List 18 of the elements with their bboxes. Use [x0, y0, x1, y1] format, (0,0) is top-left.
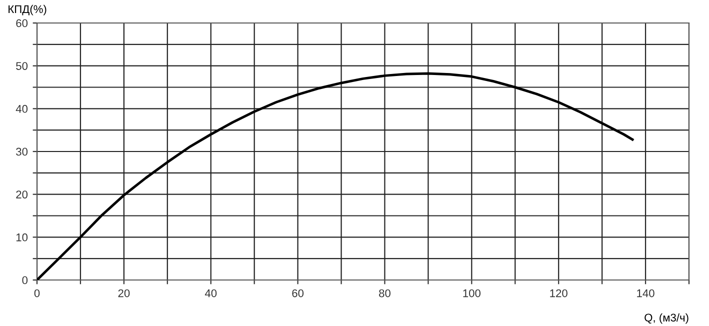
x-axis-title: Q, (м3/ч): [644, 313, 688, 324]
x-tick-label: 60: [292, 289, 304, 298]
y-tick-label: 50: [16, 62, 28, 70]
x-tick-label: 100: [463, 289, 480, 298]
y-tick-label: 20: [16, 190, 28, 198]
y-axis-title: КПД(%): [8, 4, 46, 16]
x-tick-label: 140: [637, 289, 654, 298]
line-series: [37, 72, 634, 280]
x-tick-label: 120: [550, 289, 568, 298]
x-tick-label: 80: [379, 289, 390, 298]
y-tick-label: 30: [16, 148, 28, 156]
x-tick-label: 0: [34, 289, 40, 298]
x-tick-label: 40: [204, 289, 217, 298]
y-tick-label: 10: [16, 233, 28, 242]
y-tick-label: 0: [22, 276, 28, 284]
y-tick-label: 60: [16, 19, 28, 28]
x-tick-label: 20: [118, 289, 130, 298]
y-tick-label: 40: [16, 104, 28, 113]
